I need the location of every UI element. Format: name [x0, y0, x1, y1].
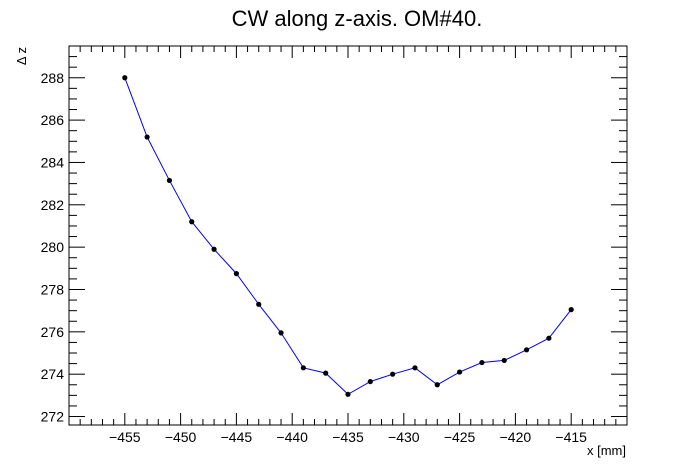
data-point [211, 246, 217, 252]
x-tick-label: −440 [276, 429, 308, 445]
y-tick-label: 288 [41, 70, 65, 86]
data-point [189, 219, 195, 225]
x-tick-label: −435 [332, 429, 364, 445]
y-tick-label: 272 [41, 409, 65, 425]
x-tick-label: −415 [555, 429, 587, 445]
y-tick-label: 286 [41, 112, 65, 128]
data-point [367, 378, 373, 385]
data-point [300, 365, 306, 371]
x-tick-label: −455 [109, 429, 141, 445]
y-tick-label: 274 [41, 366, 65, 382]
y-axis-title: Δ z [14, 47, 29, 65]
data-point [278, 330, 284, 336]
y-tick-label: 278 [41, 281, 65, 297]
data-point [523, 347, 530, 353]
data-point [144, 134, 150, 140]
plot-frame [68, 45, 628, 426]
data-point [256, 301, 262, 307]
y-axis: 272 274 276 278 280 282 284 286 288 [41, 45, 627, 425]
x-axis: −455 −450 −445 −440 −435 −430 −425 −420 −415 [68, 46, 628, 445]
data-point [323, 370, 329, 376]
x-tick-label: −450 [165, 429, 197, 445]
x-tick-label: −445 [221, 429, 253, 445]
data-point [166, 177, 173, 184]
chart-title: CW along z-axis. OM#40. [232, 6, 483, 31]
x-tick-label: −430 [388, 429, 420, 445]
data-point [122, 75, 128, 81]
y-tick-label: 284 [41, 154, 65, 170]
data-point [345, 391, 351, 397]
data-point [568, 307, 574, 313]
data-point [233, 271, 239, 277]
x-tick-label: −425 [444, 429, 476, 445]
data-point [457, 369, 463, 375]
x-axis-title: x [mm] [587, 443, 626, 458]
series-line [124, 77, 572, 395]
data-point [434, 382, 440, 388]
data-point [479, 359, 485, 366]
data-point [546, 335, 552, 341]
x-tick-label: −420 [500, 429, 532, 445]
data-point [390, 371, 396, 377]
y-tick-label: 276 [41, 324, 65, 340]
series-layer [122, 75, 574, 397]
y-tick-label: 280 [41, 239, 65, 255]
data-point [501, 357, 507, 364]
data-point [412, 365, 418, 371]
y-tick-label: 282 [41, 197, 65, 213]
